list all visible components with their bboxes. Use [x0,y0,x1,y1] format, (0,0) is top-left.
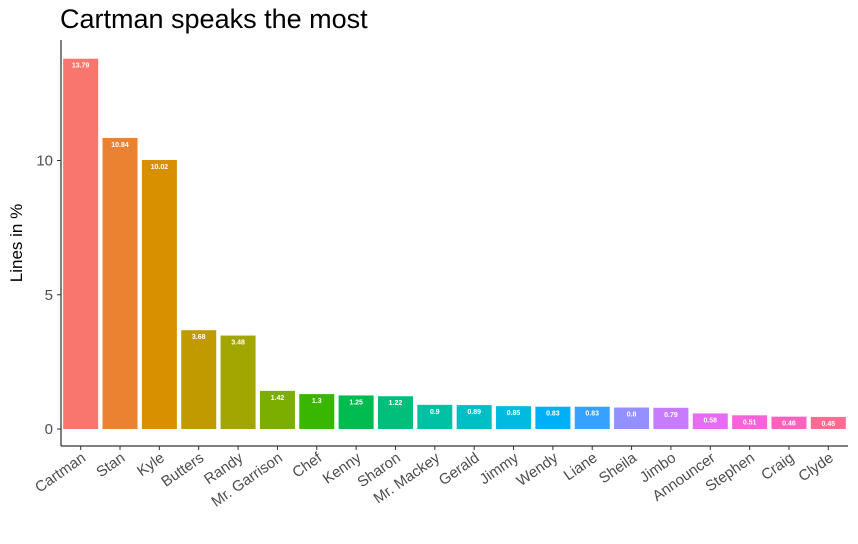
data-label: 0.46 [782,421,796,428]
bar-stan [102,137,138,429]
y-tick-label: 5 [45,287,53,304]
bar-cartman [63,58,99,430]
data-label: 0.9 [430,409,440,416]
bar-mr-garrison [259,390,295,429]
data-label: 0.51 [743,419,757,426]
bar-stephen [732,415,768,429]
data-label: 10.84 [111,142,129,149]
data-label: 10.02 [151,164,169,171]
data-label: 1.3 [312,398,322,405]
data-label: 3.48 [231,340,245,347]
data-label: 0.83 [546,411,560,418]
data-label: 13.79 [72,63,90,70]
data-label: 0.85 [507,410,521,417]
x-tick-label: Wendy [513,449,561,490]
y-tick-label: 0 [45,421,53,438]
bar-butters [181,330,217,429]
bar-chef [299,394,335,429]
bar-wendy [535,406,571,429]
bar-sheila [614,407,650,429]
bar-craig [771,416,807,429]
data-label: 1.22 [389,400,403,407]
x-tick-label: Cartman [32,449,89,496]
data-label: 0.8 [627,412,637,419]
bar-gerald [456,405,492,429]
bar-announcer [692,413,728,429]
data-label: 0.89 [467,409,481,416]
bar-kyle [141,159,177,429]
data-label: 1.25 [349,399,363,406]
chart-title: Cartman speaks the most [60,4,368,34]
x-tick-label: Liane [561,449,601,484]
bar-mr-mackey [417,404,453,429]
bar-sharon [377,396,413,429]
x-tick-label: Clyde [795,449,836,485]
x-tick-label: Craig [758,449,797,483]
data-label: 3.68 [192,334,206,341]
data-label: 0.45 [822,421,836,428]
bar-randy [220,335,256,429]
y-axis-title: Lines in % [7,204,26,282]
bar-kenny [338,395,374,429]
data-label: 0.83 [585,411,599,418]
data-label: 1.42 [271,395,285,402]
x-tick-label: Gerald [436,449,483,489]
y-axis: 0 5 10 [36,40,62,446]
bars-group: 13.79 10.84 10.02 3.68 3.48 1.42 1.3 1.25 1.22 0.… [63,58,846,430]
y-tick-label: 10 [36,153,53,170]
data-label: 0.79 [664,412,678,419]
x-tick-label: Sheila [596,449,640,487]
bar-jimbo [653,407,689,429]
bar-jimmy [496,406,532,429]
x-tick-label: Jimmy [477,449,523,488]
data-label: 0.58 [703,417,717,424]
bar-clyde [810,416,846,429]
x-tick-label: Chef [289,449,325,482]
x-tick-label: Stan [93,449,128,481]
bar-liane [574,406,610,429]
x-tick-label: Butters [158,449,207,490]
